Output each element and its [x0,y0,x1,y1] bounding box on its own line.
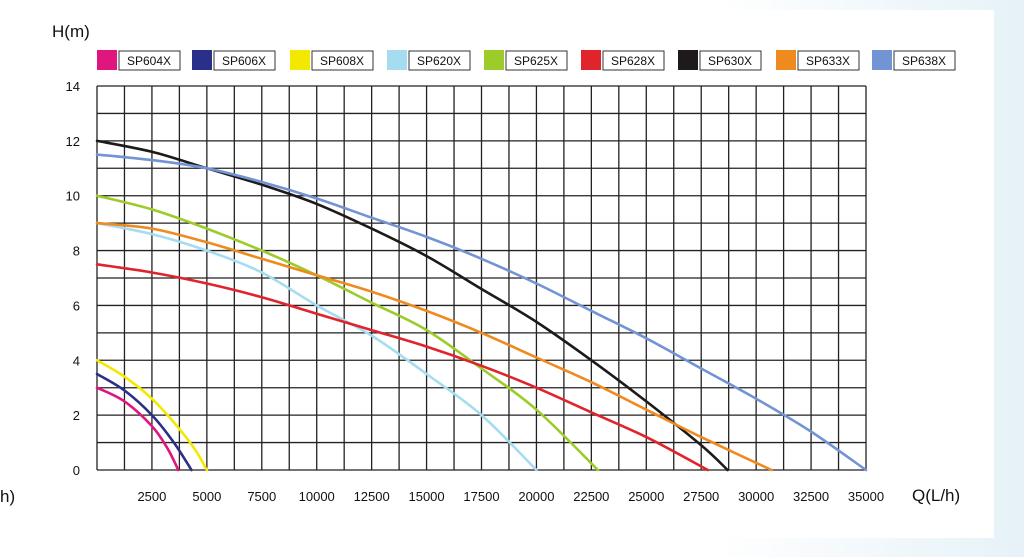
x-tick-label: 35000 [848,489,884,504]
y-tick-label: 12 [66,134,80,149]
legend-item: SP620X [387,50,471,71]
x-axis-title: Q(L/h) [912,486,960,505]
x-tick-label: 17500 [463,489,499,504]
legend-label-box [893,50,956,71]
legend-swatch [484,50,504,70]
legend-swatch [387,50,407,70]
legend-label: SP638X [902,54,946,68]
legend-label: SP608X [320,54,364,68]
legend-label-box [699,50,762,71]
x-tick-label: 10000 [299,489,335,504]
legend-item: SP630X [678,50,762,71]
series-line-sp604x [95,386,180,472]
legend-label-box [505,50,568,71]
legend-item: SP608X [290,50,374,71]
legend-label-box [213,50,276,71]
legend-swatch [872,50,892,70]
legend-label-box [797,50,860,71]
y-tick-label: 10 [66,189,80,204]
legend: SP604X SP606X SP608X SP620X SP625X SP628X SP63… [97,50,956,71]
legend-swatch [776,50,796,70]
legend-label: SP620X [417,54,461,68]
legend-swatch [290,50,310,70]
series-line-sp620x [95,221,538,472]
series-line-sp625x [95,194,600,472]
legend-item: SP628X [581,50,665,71]
x-tick-label: 2500 [137,489,166,504]
series-line-sp628x [95,263,710,472]
y-tick-label: 14 [66,79,80,94]
x-tick-label: 22500 [573,489,609,504]
legend-label: SP633X [806,54,850,68]
clipped-left-label: h) [0,487,15,506]
x-tick-label: 15000 [408,489,444,504]
legend-label: SP606X [222,54,266,68]
series-lines [95,139,868,472]
y-axis-title: H(m) [52,22,90,41]
legend-item: SP638X [872,50,956,71]
x-tick-label: 25000 [628,489,664,504]
x-tick-label: 5000 [192,489,221,504]
x-tick-label: 27500 [683,489,719,504]
y-tick-label: 4 [73,353,80,368]
y-tick-label: 8 [73,244,80,259]
legend-label: SP604X [127,54,171,68]
legend-label-box [602,50,665,71]
legend-label-box [311,50,374,71]
x-tick-label: 7500 [247,489,276,504]
legend-label: SP628X [611,54,655,68]
legend-swatch [192,50,212,70]
x-tick-label: 30000 [738,489,774,504]
legend-label: SP630X [708,54,752,68]
series-line-sp608x [95,359,209,472]
x-tick-label: 20000 [518,489,554,504]
series-line-sp606x [95,372,193,472]
legend-label: SP625X [514,54,558,68]
series-line-sp638x [95,153,868,472]
legend-item: SP633X [776,50,860,71]
y-tick-label: 2 [73,408,80,423]
legend-label-box [118,50,181,71]
y-tick-label: 0 [73,463,80,478]
series-line-sp633x [95,221,773,472]
y-tick-label: 6 [73,298,80,313]
x-tick-label: 12500 [354,489,390,504]
legend-swatch [97,50,117,70]
legend-label-box [408,50,471,71]
x-tick-label: 32500 [793,489,829,504]
legend-swatch [581,50,601,70]
legend-item: SP604X [97,50,181,71]
legend-item: SP606X [192,50,276,71]
axes: 2500 5000 7500 10000 12500 15000 17500 20000 225… [66,79,885,504]
legend-swatch [678,50,698,70]
legend-item: SP625X [484,50,568,71]
grid [96,85,867,471]
